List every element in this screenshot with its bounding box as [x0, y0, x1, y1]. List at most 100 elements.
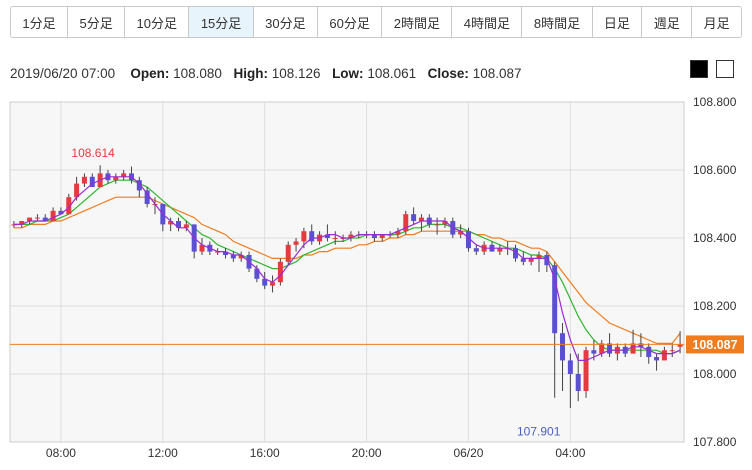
candle-body [66, 197, 72, 215]
candle-body [238, 255, 244, 259]
tab-6[interactable]: 2時間足 [382, 7, 453, 37]
low-label: Low: [332, 66, 364, 81]
candle-body [379, 234, 385, 238]
ohlc-datetime: 2019/06/20 07:00 [10, 66, 116, 81]
candle-body [458, 231, 464, 235]
candle-body [301, 231, 307, 242]
close-value: 108.087 [472, 66, 522, 81]
candle-body [411, 214, 417, 221]
candle-body [230, 255, 236, 259]
candle-body [403, 214, 409, 232]
low-value: 108.061 [367, 66, 417, 81]
candle-body [536, 255, 542, 259]
candle-body [50, 210, 56, 221]
timeframe-tabs: 1分足 5分足 10分足 15分足 30分足 60分足 2時間足 4時間足 8時間足 日足 週足 月足 [10, 6, 742, 38]
candle-body [669, 350, 675, 352]
candle-body [19, 221, 25, 225]
tab-8[interactable]: 8時間足 [522, 7, 593, 37]
candle-body [646, 346, 652, 357]
tab-9[interactable]: 日足 [592, 7, 643, 37]
candle-body [638, 343, 644, 347]
candle-body [677, 344, 683, 347]
candle-body [176, 221, 181, 228]
x-tick-label: 12:00 [148, 446, 178, 460]
candle-body [81, 176, 87, 184]
candle-body [183, 224, 189, 228]
x-tick-label: 04:00 [555, 446, 585, 460]
open-value: 108.080 [173, 66, 222, 81]
x-tick-label: 16:00 [250, 446, 280, 460]
candle-body [254, 268, 260, 279]
candle-body [144, 190, 150, 204]
close-label: Close: [427, 66, 469, 81]
candle-body [262, 278, 268, 286]
tab-3[interactable]: 15分足 [189, 7, 254, 37]
candle-body [223, 251, 229, 255]
candle-body [497, 248, 503, 252]
candle-body [277, 261, 283, 283]
candle-body [654, 357, 660, 361]
low-marker-label: 107.901 [517, 425, 561, 439]
ma-short-line [13, 176, 681, 361]
candle-body [661, 350, 667, 361]
candle-body [567, 360, 573, 374]
candle-body [27, 217, 33, 221]
candle-body [560, 333, 566, 361]
tab-4[interactable]: 30分足 [253, 7, 319, 37]
candle-body [113, 176, 119, 181]
high-value: 108.126 [271, 66, 321, 81]
candle-body [630, 343, 636, 354]
dark-theme-button[interactable] [690, 60, 708, 78]
candle-body [168, 221, 174, 225]
candle-body [395, 231, 401, 235]
candle-body [58, 210, 64, 215]
candle-body [199, 244, 205, 252]
tab-0[interactable]: 1分足 [11, 7, 69, 37]
candle-body [324, 234, 330, 238]
candle-body [74, 183, 80, 198]
tab-7[interactable]: 4時間足 [452, 7, 523, 37]
candle-body [473, 248, 479, 252]
current-price-label: 108.087 [692, 338, 737, 352]
ma-long-line [13, 196, 681, 344]
y-tick-label: 108.800 [693, 95, 737, 109]
x-tick-label: 06/20 [453, 446, 483, 460]
ma-mid-line [13, 179, 681, 355]
candle-body [583, 350, 589, 391]
candle-body [575, 374, 581, 391]
candle-body [520, 258, 526, 262]
candle-body [348, 234, 354, 238]
candle-body [371, 234, 377, 238]
candle-body [34, 217, 40, 219]
candle-body [465, 231, 471, 249]
light-theme-button[interactable] [716, 60, 734, 78]
candle-body [136, 180, 142, 191]
x-tick-label: 08:00 [46, 446, 76, 460]
tab-5[interactable]: 60分足 [318, 7, 383, 37]
x-tick-label: 20:00 [352, 446, 382, 460]
candle-body [270, 282, 276, 286]
y-tick-label: 108.400 [693, 231, 737, 245]
tab-1[interactable]: 5分足 [68, 7, 126, 37]
high-marker-label: 108.614 [71, 146, 115, 160]
tab-11[interactable]: 月足 [692, 7, 741, 37]
candle-body [121, 173, 127, 177]
candle-body [434, 224, 440, 226]
ohlc-info: 2019/06/20 07:00 Open: 108.080 High: 108… [10, 66, 526, 81]
candle-body [442, 221, 448, 225]
candle-body [285, 244, 291, 262]
candle-body [528, 258, 534, 262]
open-label: Open: [130, 66, 170, 81]
candle-body [89, 176, 95, 187]
candle-body [607, 343, 613, 354]
candle-body [599, 343, 605, 354]
tab-10[interactable]: 週足 [642, 7, 693, 37]
tab-2[interactable]: 10分足 [125, 7, 190, 37]
candle-body [332, 238, 338, 239]
plot-area [9, 101, 685, 443]
candle-body [513, 248, 518, 259]
y-tick-label: 108.000 [693, 367, 737, 381]
high-label: High: [233, 66, 268, 81]
candle-body [309, 231, 315, 242]
